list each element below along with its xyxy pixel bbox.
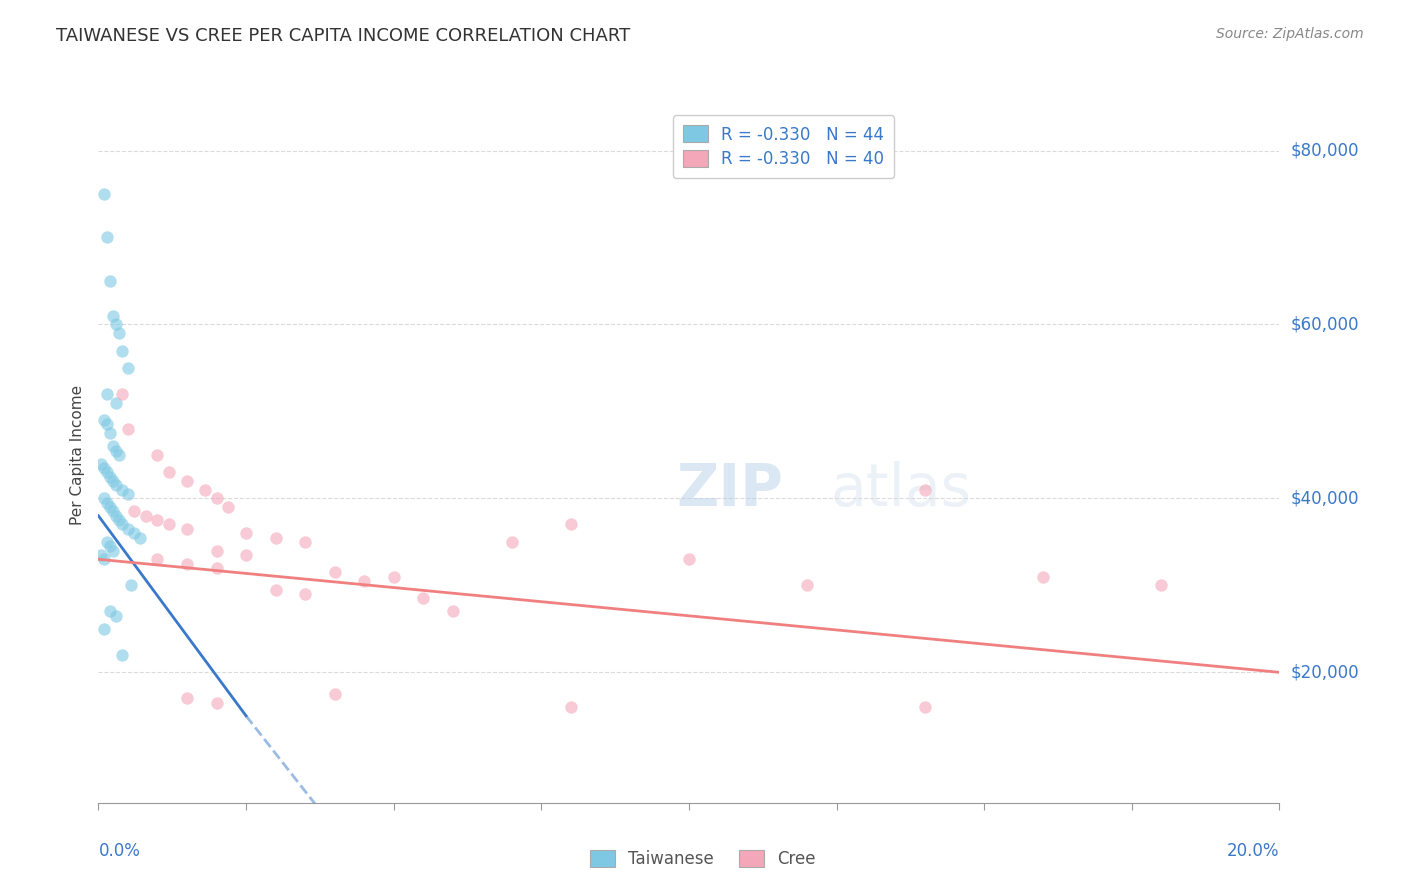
- Point: [90, 548, 112, 562]
- Text: ZIP: ZIP: [676, 461, 783, 518]
- Point: [146, 513, 169, 527]
- Point: [135, 508, 157, 523]
- Point: [96, 387, 118, 401]
- Point: [441, 605, 464, 619]
- Legend: Taiwanese, Cree: Taiwanese, Cree: [583, 843, 823, 875]
- Point: [294, 587, 316, 601]
- Point: [353, 574, 375, 588]
- Point: [98, 500, 121, 514]
- Point: [560, 517, 582, 532]
- Point: [205, 696, 228, 710]
- Text: Source: ZipAtlas.com: Source: ZipAtlas.com: [1216, 27, 1364, 41]
- Point: [93, 622, 115, 636]
- Point: [93, 461, 115, 475]
- Point: [501, 534, 523, 549]
- Text: $80,000: $80,000: [1291, 142, 1360, 160]
- Point: [412, 591, 434, 606]
- Point: [96, 496, 118, 510]
- Point: [98, 426, 121, 441]
- Point: [105, 478, 128, 492]
- Point: [205, 543, 228, 558]
- Point: [382, 570, 405, 584]
- Point: [120, 578, 142, 592]
- Point: [128, 531, 150, 545]
- Point: [146, 552, 169, 566]
- Point: [103, 474, 125, 488]
- Text: $60,000: $60,000: [1291, 316, 1360, 334]
- Point: [93, 413, 115, 427]
- Point: [105, 608, 128, 623]
- Point: [176, 557, 198, 571]
- Point: [914, 700, 936, 714]
- Point: [93, 552, 115, 566]
- Point: [122, 504, 145, 518]
- Text: TAIWANESE VS CREE PER CAPITA INCOME CORRELATION CHART: TAIWANESE VS CREE PER CAPITA INCOME CORR…: [56, 27, 630, 45]
- Point: [90, 457, 112, 471]
- Point: [96, 417, 118, 432]
- Text: $40,000: $40,000: [1291, 490, 1360, 508]
- Point: [103, 439, 125, 453]
- Point: [105, 508, 128, 523]
- Point: [217, 500, 239, 514]
- Point: [176, 474, 198, 488]
- Point: [98, 469, 121, 483]
- Point: [105, 443, 128, 458]
- Point: [96, 230, 118, 244]
- Point: [796, 578, 818, 592]
- Point: [111, 517, 134, 532]
- Point: [1032, 570, 1054, 584]
- Point: [294, 534, 316, 549]
- Text: 20.0%: 20.0%: [1227, 842, 1279, 860]
- Point: [103, 504, 125, 518]
- Point: [96, 466, 118, 480]
- Point: [103, 309, 125, 323]
- Point: [98, 605, 121, 619]
- Text: atlas: atlas: [831, 461, 972, 518]
- Point: [105, 318, 128, 332]
- Legend: R = -0.330   N = 44, R = -0.330   N = 40: R = -0.330 N = 44, R = -0.330 N = 40: [672, 115, 894, 178]
- Point: [111, 343, 134, 358]
- Point: [176, 522, 198, 536]
- Point: [194, 483, 217, 497]
- Point: [98, 539, 121, 553]
- Point: [122, 526, 145, 541]
- Point: [146, 448, 169, 462]
- Point: [235, 526, 257, 541]
- Point: [103, 543, 125, 558]
- Y-axis label: Per Capita Income: Per Capita Income: [69, 384, 84, 525]
- Point: [108, 326, 131, 340]
- Point: [98, 274, 121, 288]
- Point: [117, 522, 139, 536]
- Point: [111, 648, 134, 662]
- Point: [205, 561, 228, 575]
- Point: [205, 491, 228, 506]
- Point: [111, 387, 134, 401]
- Point: [117, 422, 139, 436]
- Point: [117, 361, 139, 376]
- Text: 0.0%: 0.0%: [98, 842, 141, 860]
- Point: [323, 566, 346, 580]
- Point: [678, 552, 700, 566]
- Text: $20,000: $20,000: [1291, 664, 1360, 681]
- Point: [157, 466, 180, 480]
- Point: [117, 487, 139, 501]
- Point: [108, 448, 131, 462]
- Point: [93, 187, 115, 202]
- Point: [264, 531, 287, 545]
- Point: [111, 483, 134, 497]
- Point: [108, 513, 131, 527]
- Point: [264, 582, 287, 597]
- Point: [105, 396, 128, 410]
- Point: [1150, 578, 1173, 592]
- Point: [914, 483, 936, 497]
- Point: [176, 691, 198, 706]
- Point: [235, 548, 257, 562]
- Point: [560, 700, 582, 714]
- Point: [93, 491, 115, 506]
- Point: [96, 534, 118, 549]
- Point: [323, 687, 346, 701]
- Point: [157, 517, 180, 532]
